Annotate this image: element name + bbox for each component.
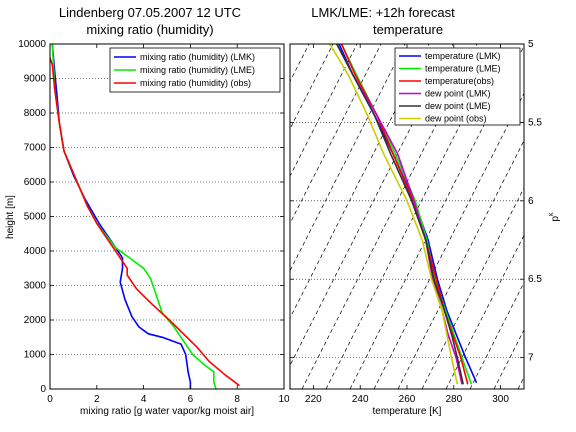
legend-entry: temperature(obs) bbox=[425, 76, 494, 86]
series-line-5 bbox=[336, 44, 464, 385]
y-tick-label: 1000 bbox=[24, 350, 47, 361]
y-tick-label: 7000 bbox=[24, 143, 47, 154]
y-tick-label: 0 bbox=[40, 384, 46, 395]
left-title-line1: Lindenberg 07.05.2007 12 UTC bbox=[59, 5, 241, 20]
y-tick-labels: 5 5.5 6 6.5 7 bbox=[290, 39, 542, 364]
y-tick-label: 5 bbox=[528, 39, 534, 50]
series-line-3 bbox=[50, 57, 240, 387]
dry-adiabat-line bbox=[290, 44, 382, 225]
y-tick-label: 6.5 bbox=[528, 274, 542, 285]
y-tick-label: 10000 bbox=[18, 39, 46, 50]
dry-adiabat-line bbox=[517, 376, 524, 389]
legend-box bbox=[394, 47, 521, 126]
series-line-1 bbox=[51, 44, 192, 389]
y-tick-label: 8000 bbox=[24, 108, 47, 119]
dry-adiabat-line bbox=[397, 139, 524, 389]
y-tick-label: 2000 bbox=[24, 315, 47, 326]
legend-entry: mixing ratio (humidity) (obs) bbox=[140, 78, 251, 88]
x-tick-label: 0 bbox=[47, 394, 53, 405]
x-axis-label: mixing ratio [g water vapor/kg moist air… bbox=[80, 406, 254, 417]
series-lines bbox=[329, 44, 478, 385]
right-title-line1: LMK/LME: +12h forecast bbox=[311, 5, 455, 20]
svg-text:pκ: pκ bbox=[548, 212, 561, 222]
x-tick-label: 8 bbox=[234, 394, 240, 405]
x-tick-label: 300 bbox=[492, 394, 509, 405]
dry-adiabat-line bbox=[0, 44, 117, 389]
x-tick-labels: 0 2 4 6 8 10 bbox=[47, 44, 290, 405]
legend: mixing ratio (humidity) (LMK) mixing rati… bbox=[109, 47, 281, 93]
right-chart-title: temperature bbox=[373, 22, 443, 37]
y-tick-label: 5.5 bbox=[528, 117, 542, 128]
y-tick-label: 3000 bbox=[24, 281, 47, 292]
grid-lines bbox=[290, 122, 524, 358]
grid-lines bbox=[50, 78, 284, 355]
y-axis-label: height [m] bbox=[5, 195, 16, 239]
legend-entry: mixing ratio (humidity) (LME) bbox=[140, 65, 255, 75]
legend-entry: mixing ratio (humidity) (LMK) bbox=[140, 52, 255, 62]
left-chart-title: mixing ratio (humidity) bbox=[86, 22, 213, 37]
legend-entry: dew point (obs) bbox=[425, 114, 487, 124]
temperature-plot: 220 240 260 280 300 55.566.57 temperature [K… bbox=[0, 39, 576, 417]
y-axis-label: pκ bbox=[548, 212, 561, 222]
dry-adiabat-line bbox=[290, 44, 358, 177]
dry-adiabat-line bbox=[493, 329, 524, 389]
dry-adiabat-line bbox=[469, 281, 524, 389]
dry-adiabat-line bbox=[445, 234, 524, 389]
x-tick-labels: 220 240 260 280 300 bbox=[305, 44, 509, 405]
x-tick-label: 6 bbox=[188, 394, 194, 405]
dry-adiabat-line bbox=[290, 44, 406, 272]
dry-adiabat-line bbox=[290, 44, 334, 130]
legend-entry: temperature (LMK) bbox=[425, 51, 501, 61]
legend: temperature (LMK) temperature (LME) temper… bbox=[394, 47, 521, 126]
x-tick-label: 280 bbox=[445, 394, 462, 405]
y-tick-label: 6 bbox=[528, 196, 534, 207]
x-axis-label: temperature [K] bbox=[373, 406, 442, 417]
y-tick-labels: 0 1000 2000 3000 4000 5000 6000 7000 8000 9000 100… bbox=[18, 39, 284, 395]
y-tick-label: 6000 bbox=[24, 177, 47, 188]
legend-box bbox=[109, 47, 281, 93]
x-tick-label: 10 bbox=[278, 394, 290, 405]
mixing-ratio-plot: 0 2 4 6 8 10 0 1000 2000 3000 4000 5000 6000 7000 800… bbox=[5, 39, 290, 417]
legend-entry: dew point (LMK) bbox=[425, 89, 491, 99]
x-tick-label: 240 bbox=[352, 394, 369, 405]
dry-adiabat-line bbox=[566, 44, 576, 389]
y-tick-label: 5000 bbox=[24, 212, 47, 223]
y-tick-label: 4000 bbox=[24, 246, 47, 257]
y-tick-label: 9000 bbox=[24, 74, 47, 85]
legend-entry: temperature (LME) bbox=[425, 64, 501, 74]
legend-entry: dew point (LME) bbox=[425, 101, 491, 111]
x-tick-label: 260 bbox=[399, 394, 416, 405]
x-tick-label: 2 bbox=[94, 394, 100, 405]
series-lines bbox=[50, 44, 240, 389]
x-tick-label: 220 bbox=[305, 394, 322, 405]
y-tick-label: 7 bbox=[528, 353, 534, 364]
x-tick-label: 4 bbox=[141, 394, 147, 405]
series-line-6 bbox=[329, 44, 459, 385]
